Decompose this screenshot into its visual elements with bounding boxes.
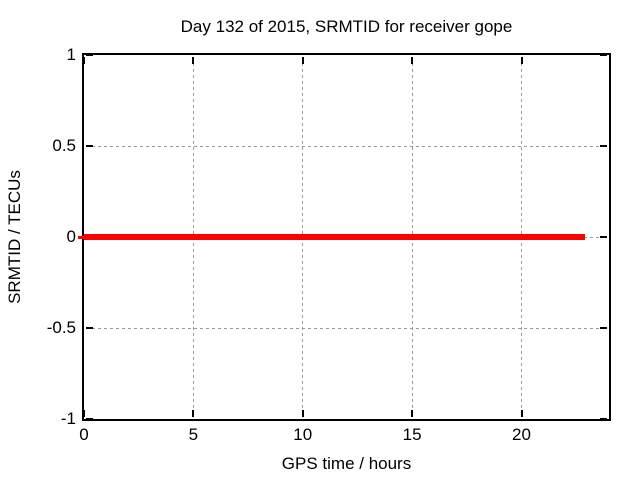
x-tick-mark-bottom — [83, 410, 85, 417]
y-tick-mark-right — [600, 236, 607, 238]
x-tick-mark-top — [520, 57, 523, 64]
gridline-horizontal — [86, 145, 607, 147]
x-tick-mark-bottom — [301, 410, 304, 417]
x-tick-label: 5 — [188, 425, 199, 444]
y-axis-label-text: SRMTID / TECUs — [5, 170, 24, 304]
chart-title: Day 132 of 2015, SRMTID for receiver gop… — [180, 17, 513, 36]
series-line — [84, 234, 585, 240]
x-tick-mark-top — [192, 57, 195, 64]
y-tick-mark-left — [86, 418, 93, 420]
x-axis-label: GPS time / hours — [281, 454, 412, 473]
x-tick-mark-bottom — [411, 410, 414, 417]
y-tick-mark-right — [600, 54, 607, 56]
y-tick-label: -1 — [60, 409, 76, 428]
y-tick-mark-left — [86, 145, 93, 147]
y-tick-label: 0 — [66, 227, 76, 246]
gridline-horizontal — [86, 327, 607, 329]
x-tick-mark-top — [411, 57, 414, 64]
y-tick-mark-left — [86, 327, 93, 329]
y-tick-mark-right — [600, 145, 607, 147]
x-tick-label: 10 — [293, 425, 313, 444]
y-tick-mark-right — [600, 418, 607, 420]
y-tick-mark-right — [600, 327, 607, 329]
x-tick-mark-top — [83, 57, 85, 64]
x-tick-label: 20 — [512, 425, 531, 444]
x-tick-mark-bottom — [192, 410, 195, 417]
y-tick-label: 0.5 — [52, 136, 76, 155]
x-tick-label: 0 — [79, 425, 89, 444]
y-tick-label: 1 — [66, 45, 76, 64]
y-tick-label: -0.5 — [46, 318, 76, 337]
x-tick-mark-top — [301, 57, 304, 64]
x-tick-mark-bottom — [520, 410, 523, 417]
x-tick-label: 15 — [402, 425, 422, 444]
y-tick-mark-left — [86, 54, 93, 56]
series-edge-notch — [78, 235, 84, 239]
